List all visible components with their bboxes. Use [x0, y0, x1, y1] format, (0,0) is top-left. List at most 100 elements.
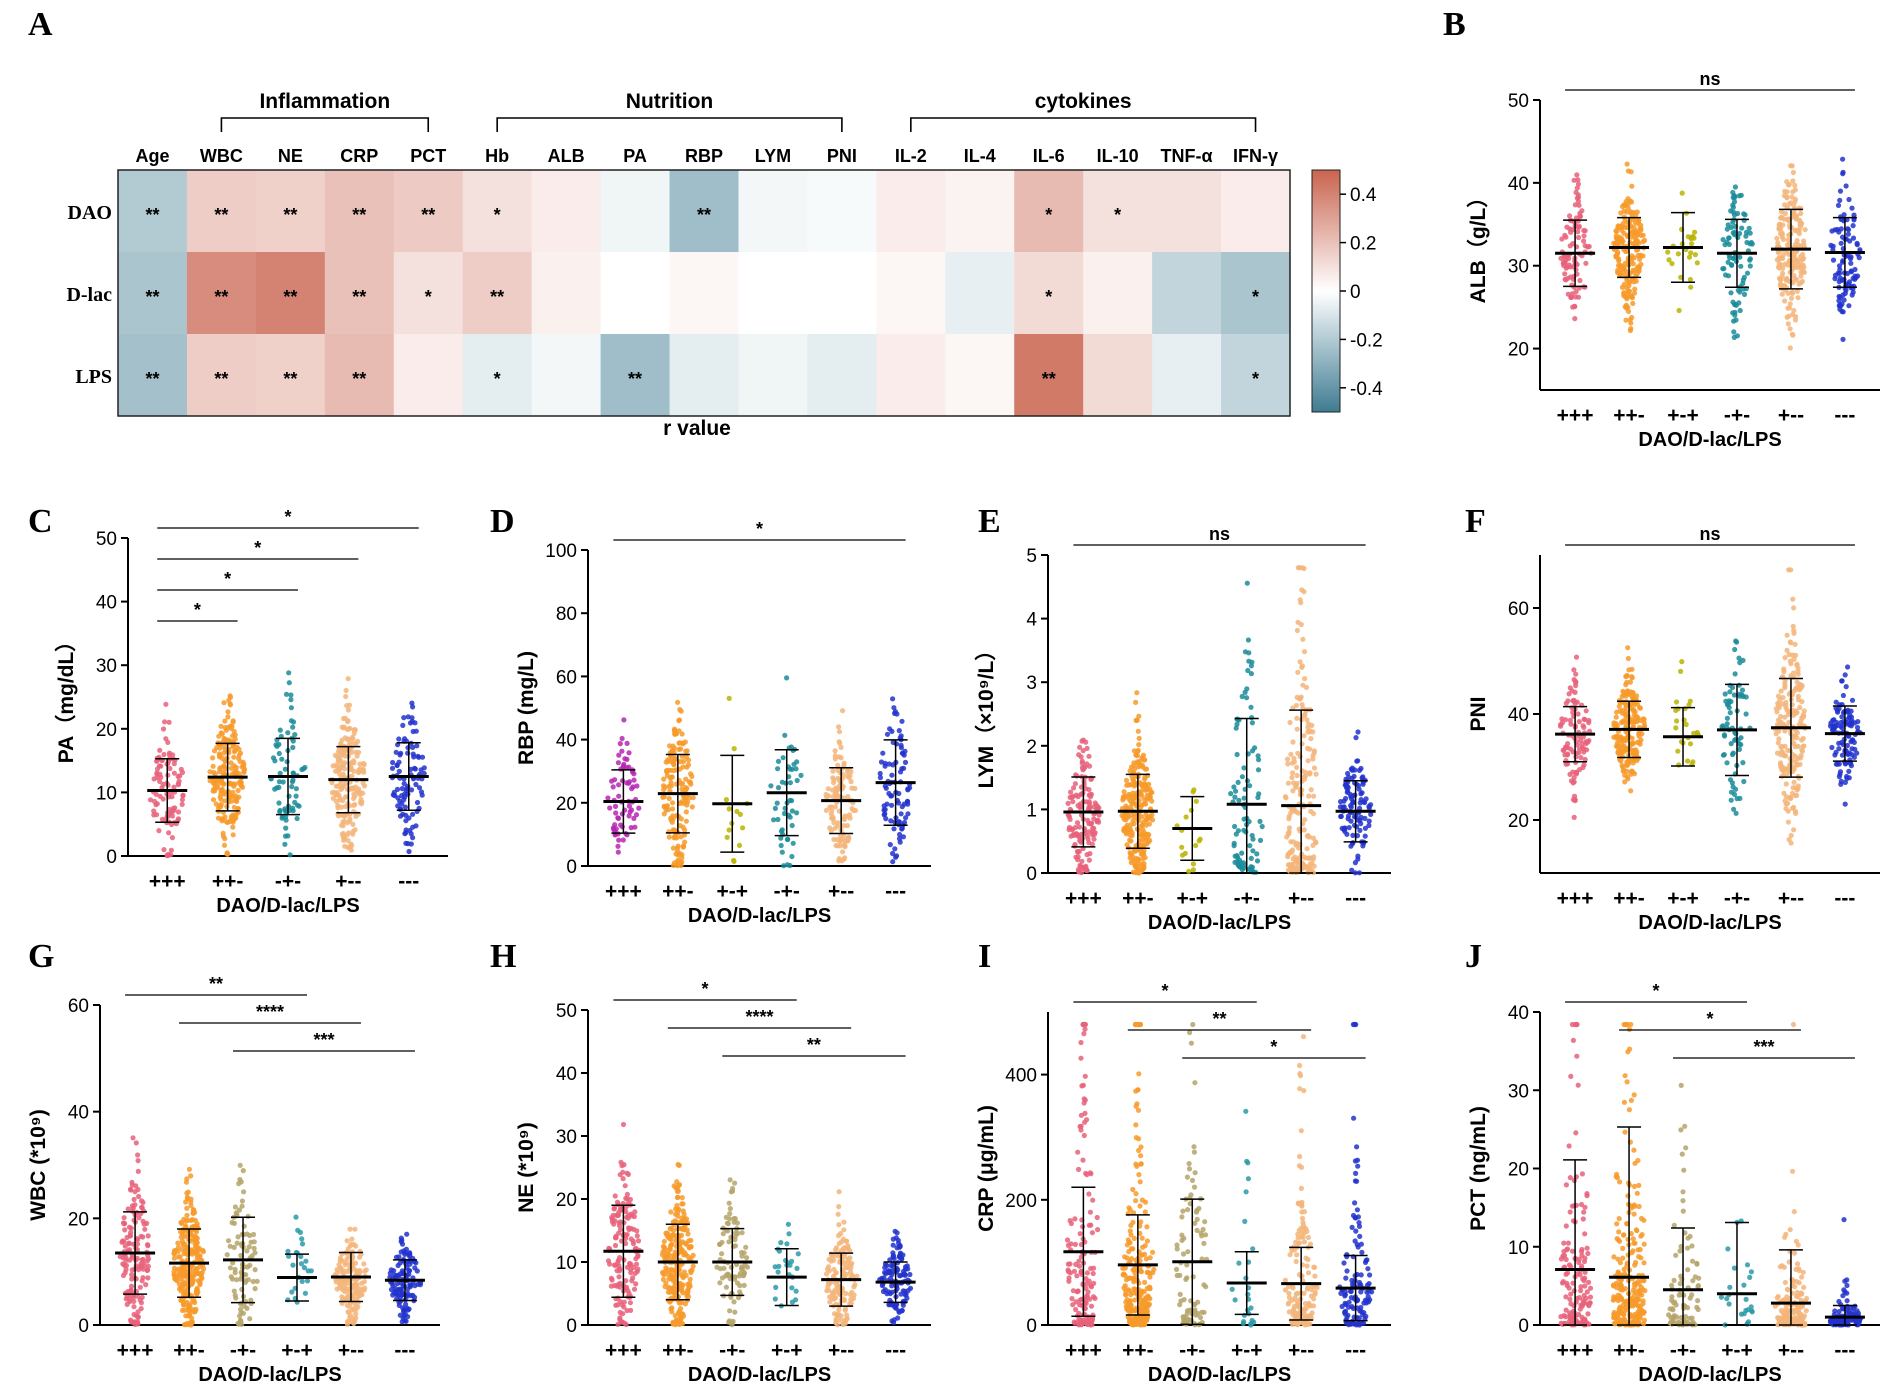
data-point	[1087, 803, 1093, 809]
data-point	[1129, 852, 1135, 858]
data-point	[1626, 758, 1632, 764]
data-point	[1249, 720, 1255, 726]
data-point	[1833, 749, 1839, 756]
heatmap-cell	[531, 334, 602, 417]
data-point	[171, 1255, 177, 1261]
data-point	[1186, 868, 1192, 875]
data-point	[611, 1262, 618, 1268]
data-point	[1139, 861, 1145, 867]
data-point	[1829, 228, 1835, 234]
data-point	[1244, 778, 1251, 784]
data-point	[1121, 789, 1127, 795]
x-tick-label: ++-	[1613, 404, 1645, 427]
heatmap-cell	[1014, 252, 1084, 335]
data-point	[1076, 869, 1082, 875]
data-point	[1833, 699, 1839, 705]
data-point	[1791, 257, 1797, 263]
data-point	[1795, 295, 1801, 301]
data-point	[607, 805, 613, 811]
data-point	[1143, 801, 1149, 807]
data-point	[1630, 269, 1636, 275]
data-point	[614, 1199, 621, 1205]
data-point	[224, 803, 230, 810]
data-point	[223, 819, 230, 825]
data-point	[1313, 839, 1319, 845]
y-axis-label: RBP (mg/L)	[515, 651, 538, 765]
data-point	[882, 783, 888, 789]
data-point	[1802, 227, 1808, 233]
data-point	[1248, 671, 1254, 677]
data-point	[1147, 815, 1153, 821]
data-point	[827, 825, 833, 831]
data-point	[230, 832, 236, 838]
data-point	[414, 743, 420, 749]
data-point	[280, 779, 286, 785]
data-point	[1843, 287, 1849, 293]
data-point	[236, 752, 242, 758]
data-point	[896, 728, 902, 734]
data-point	[1856, 255, 1862, 261]
data-point	[340, 823, 346, 829]
data-point	[1289, 847, 1296, 853]
data-point	[1783, 781, 1789, 787]
data-point	[1845, 231, 1851, 237]
significance-label: *	[284, 507, 291, 527]
data-point	[1728, 290, 1734, 296]
y-tick-label: 0	[1026, 864, 1037, 885]
y-tick-label: 20	[556, 1190, 577, 1211]
data-point	[1255, 767, 1262, 773]
x-tick-label: +--	[828, 880, 854, 903]
data-point	[670, 813, 676, 819]
panel-label-B: B	[1443, 6, 1466, 43]
data-point	[235, 1234, 241, 1240]
data-point	[634, 783, 640, 789]
data-point	[784, 675, 790, 681]
data-point	[1782, 298, 1788, 304]
data-point	[669, 759, 675, 765]
data-point	[661, 1238, 667, 1245]
data-point	[1738, 735, 1744, 741]
data-point	[352, 793, 358, 799]
y-tick-label: 20	[1508, 340, 1529, 361]
data-point	[678, 834, 684, 840]
data-point	[186, 1312, 192, 1318]
colorbar-tick-label: 0.4	[1350, 185, 1377, 206]
data-point	[410, 811, 416, 817]
data-point	[295, 1227, 301, 1233]
heatmap-cell	[945, 334, 1015, 417]
data-point	[287, 852, 293, 858]
data-point	[172, 1276, 178, 1282]
data-point	[1793, 652, 1799, 659]
data-point	[905, 787, 911, 793]
data-point	[343, 803, 349, 810]
data-point	[1740, 760, 1746, 766]
data-point	[237, 1162, 243, 1168]
data-point	[627, 1196, 634, 1203]
data-point	[1627, 679, 1633, 685]
data-point	[736, 842, 743, 849]
data-point	[346, 702, 353, 708]
heatmap-cell	[118, 334, 188, 417]
data-point	[1311, 765, 1318, 771]
data-point	[1343, 795, 1349, 802]
data-point	[1069, 827, 1076, 833]
data-point	[232, 770, 238, 776]
x-tick-label: -+-	[1234, 887, 1260, 910]
data-point	[609, 778, 615, 784]
data-point	[678, 816, 684, 822]
x-tick-label: ++-	[1613, 887, 1645, 910]
data-point	[419, 754, 426, 760]
data-point	[1801, 241, 1807, 248]
heatmap-star: *	[1252, 369, 1259, 389]
data-point	[128, 1225, 134, 1231]
data-point	[1853, 275, 1859, 281]
x-tick-label: +-+	[1667, 887, 1699, 910]
data-point	[181, 1302, 187, 1308]
data-point	[166, 830, 172, 836]
data-point	[1837, 294, 1843, 300]
data-point	[1733, 317, 1739, 323]
data-point	[218, 796, 224, 802]
heatmap-col-label: IL-10	[1097, 146, 1139, 166]
data-point	[408, 831, 414, 837]
